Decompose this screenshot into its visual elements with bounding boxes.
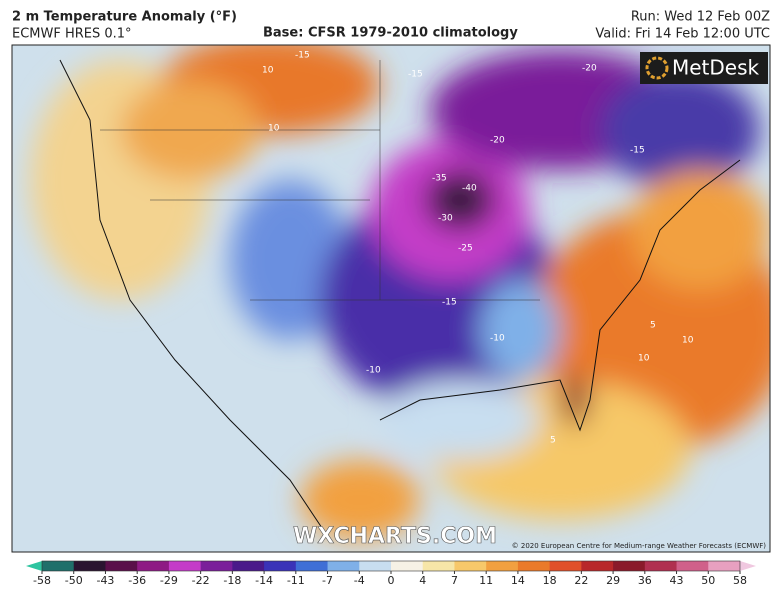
- contour-label: -20: [490, 136, 505, 146]
- colorbar: -58 -50 -43 -36 -29 -22 -18 -14 -11 -7 -4 0 4 7 11 14 18…: [26, 560, 756, 587]
- colorbar-end: [26, 561, 42, 571]
- colorbar-tick-label: 50: [701, 574, 715, 587]
- colorbar-tick-label: 7: [451, 574, 458, 587]
- map-frame: [11, 44, 771, 553]
- colorbar-tick-label: 36: [638, 574, 652, 587]
- colorbar-segment: [264, 561, 297, 571]
- colorbar-tick-label: 18: [543, 574, 557, 587]
- colorbar-tick-label: -43: [96, 574, 114, 587]
- contour-label: -15: [408, 70, 423, 80]
- contour-label: -25: [458, 244, 473, 254]
- colorbar-tick-label: -36: [128, 574, 146, 587]
- colorbar-segment: [105, 561, 138, 571]
- contour-label: -40: [462, 184, 477, 194]
- colorbar-tick-label: -29: [160, 574, 178, 587]
- contour-label: -10: [490, 334, 505, 344]
- contour-label: 5: [650, 321, 656, 331]
- contour-label: -15: [295, 51, 310, 61]
- contour-label: -35: [432, 174, 447, 184]
- colorbar-segment: [644, 561, 678, 571]
- contour-label: -30: [438, 214, 453, 224]
- contour-label: -10: [366, 366, 381, 376]
- colorbar-segment: [422, 561, 455, 571]
- contour-label: -15: [442, 298, 457, 308]
- colorbar-tick-label: 29: [606, 574, 620, 587]
- colorbar-segment: [613, 561, 646, 571]
- colorbar-tick-label: -50: [65, 574, 83, 587]
- colorbar-segment: [676, 561, 709, 571]
- colorbar-segment: [391, 561, 424, 571]
- colorbar-segment: [295, 561, 329, 571]
- colorbar-segment: [232, 561, 265, 571]
- colorbar-tick-label: 14: [511, 574, 525, 587]
- colorbar-tick-label: -58: [33, 574, 51, 587]
- attribution: © 2020 European Centre for Medium-range …: [512, 542, 767, 550]
- colorbar-tick-label: 58: [733, 574, 747, 587]
- logo-box: [640, 52, 768, 84]
- colorbar-tick-label: -22: [192, 574, 210, 587]
- colorbar-segment: [517, 561, 551, 571]
- colorbar-segment: [486, 561, 519, 571]
- logo-icon: [645, 56, 669, 80]
- colorbar-tick-label: -18: [223, 574, 241, 587]
- colorbar-tick-label: -14: [255, 574, 273, 587]
- run-label: Run: Wed 12 Feb 00Z: [631, 10, 770, 25]
- contour-label: 10: [682, 336, 694, 346]
- contour-label: 10: [262, 66, 274, 76]
- base-label: Base: CFSR 1979-2010 climatology: [263, 26, 518, 41]
- colorbar-tick-label: 11: [479, 574, 493, 587]
- colorbar-segment: [327, 561, 360, 571]
- watermark: WXCHARTS.COM: [293, 524, 497, 549]
- map-title: 2 m Temperature Anomaly (°F): [12, 10, 237, 25]
- colorbar-segment: [581, 561, 614, 571]
- colorbar-tick-label: 22: [574, 574, 588, 587]
- contour-label: 5: [550, 436, 556, 446]
- contour-label: -15: [630, 146, 645, 156]
- colorbar-segment: [708, 561, 741, 571]
- colorbar-segment: [42, 561, 75, 571]
- colorbar-segment: [549, 561, 582, 571]
- colorbar-segment: [454, 561, 487, 571]
- colorbar-tick-label: -11: [287, 574, 305, 587]
- model-label: ECMWF HRES 0.1°: [12, 27, 132, 42]
- colorbar-segment: [359, 561, 392, 571]
- contour-label: 10: [268, 124, 280, 134]
- colorbar-tick-label: -7: [322, 574, 333, 587]
- colorbar-segment: [168, 561, 202, 571]
- valid-label: Valid: Fri 14 Feb 12:00 UTC: [595, 27, 770, 42]
- colorbar-tick-label: -4: [354, 574, 365, 587]
- colorbar-segment: [200, 561, 233, 571]
- colorbar-tick-label: 0: [388, 574, 395, 587]
- logo: MetDesk: [672, 56, 760, 80]
- map: -40 -35 -30 -25 -20 -15 -15 -10 -10 -20 …: [12, 45, 770, 552]
- contour-label: 10: [638, 354, 650, 364]
- colorbar-segment: [137, 561, 170, 571]
- colorbar-tick-label: 4: [419, 574, 426, 587]
- colorbar-segment: [73, 561, 106, 571]
- colorbar-end: [740, 561, 756, 571]
- colorbar-tick-label: 43: [670, 574, 684, 587]
- contour-label: -20: [582, 64, 597, 74]
